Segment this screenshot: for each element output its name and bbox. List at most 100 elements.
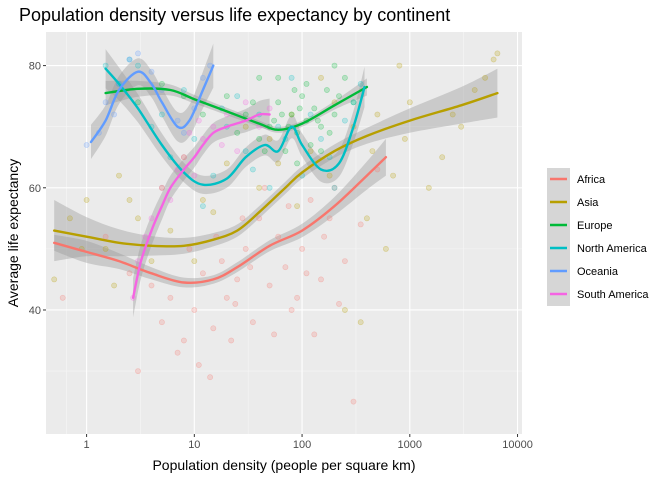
point-africa (228, 337, 235, 344)
point-south-america (234, 148, 241, 154)
point-south-america (195, 117, 202, 124)
point-africa (357, 221, 364, 228)
x-axis-title: Population density (people per square km… (152, 457, 415, 473)
point-south-america (191, 172, 198, 179)
point-oceania (102, 99, 109, 106)
point-north-america (135, 62, 141, 69)
point-north-america (331, 184, 338, 191)
point-asia (341, 307, 348, 313)
point-oceania (174, 117, 181, 124)
point-asia (471, 87, 478, 93)
y-axis-title: Average life expectancy (5, 159, 21, 307)
point-europe (336, 93, 342, 99)
point-asia (148, 258, 155, 264)
point-africa (207, 374, 213, 381)
point-europe (341, 74, 348, 81)
point-africa (174, 349, 181, 356)
point-asia (242, 123, 249, 130)
point-asia (199, 197, 206, 203)
chart-title: Population density versus life expectanc… (19, 5, 450, 25)
point-africa (239, 215, 246, 222)
point-europe (299, 93, 305, 99)
point-europe (294, 160, 300, 167)
point-africa (158, 319, 165, 326)
point-africa (232, 300, 239, 307)
point-north-america (158, 111, 165, 118)
point-africa (341, 258, 348, 264)
point-europe (318, 123, 324, 130)
x-tick-label: 100 (293, 439, 311, 451)
point-south-america (210, 123, 217, 130)
point-africa (299, 245, 305, 252)
point-asia (167, 227, 174, 234)
point-africa (126, 270, 133, 277)
point-africa (247, 264, 254, 271)
point-asia (294, 203, 300, 209)
point-asia (449, 111, 456, 118)
point-africa (102, 233, 109, 240)
point-europe (234, 129, 241, 136)
point-europe (158, 81, 165, 87)
point-europe (307, 142, 314, 148)
plot-panel (46, 32, 522, 434)
point-oceania (199, 74, 206, 81)
point-asia (382, 245, 389, 252)
point-asia (191, 258, 198, 264)
point-asia (158, 184, 165, 191)
point-europe (331, 111, 338, 118)
point-europe (256, 135, 263, 142)
point-north-america (288, 74, 295, 81)
point-africa (307, 197, 314, 203)
point-asia (326, 172, 333, 179)
point-north-america (357, 81, 364, 87)
band-europe (105, 78, 367, 133)
point-north-america (210, 172, 217, 179)
point-europe (288, 111, 295, 118)
point-africa (282, 264, 289, 271)
point-africa (167, 294, 174, 301)
point-europe (199, 111, 206, 118)
x-tick-label: 1000 (398, 439, 422, 451)
point-africa (271, 331, 277, 338)
line-africa (53, 156, 388, 285)
point-asia (458, 123, 465, 130)
y-tick-label: 80 (29, 61, 41, 73)
point-asia (307, 148, 314, 154)
point-oceania (148, 68, 155, 75)
point-asia (439, 154, 446, 161)
legend-label-north-america: North America (577, 243, 648, 255)
y-tick-label: 60 (29, 183, 41, 195)
point-europe (303, 81, 310, 87)
point-oceania (180, 129, 187, 136)
point-africa (294, 294, 300, 301)
point-asia (256, 184, 263, 191)
point-south-america (167, 197, 174, 203)
point-europe (256, 74, 263, 81)
point-africa (336, 300, 342, 307)
point-asia (116, 172, 122, 179)
point-asia (51, 276, 58, 283)
point-europe (311, 105, 318, 112)
point-africa (350, 398, 357, 405)
band-asia (54, 68, 498, 262)
point-africa (331, 184, 338, 191)
point-north-america (180, 87, 187, 93)
point-africa (148, 282, 155, 289)
point-asia (406, 99, 413, 106)
point-asia (318, 74, 324, 81)
point-europe (331, 62, 338, 69)
point-africa (135, 368, 141, 374)
point-europe (296, 105, 303, 112)
point-south-america (158, 184, 165, 191)
point-asia (482, 74, 488, 81)
x-tick-label: 10000 (502, 439, 533, 451)
legend-label-africa: Africa (577, 174, 606, 186)
point-europe (282, 148, 289, 154)
point-south-america (186, 129, 193, 136)
point-asia (67, 215, 73, 222)
point-europe (223, 93, 230, 99)
point-north-america (126, 56, 133, 63)
point-asia (223, 160, 230, 167)
point-africa (242, 245, 249, 252)
